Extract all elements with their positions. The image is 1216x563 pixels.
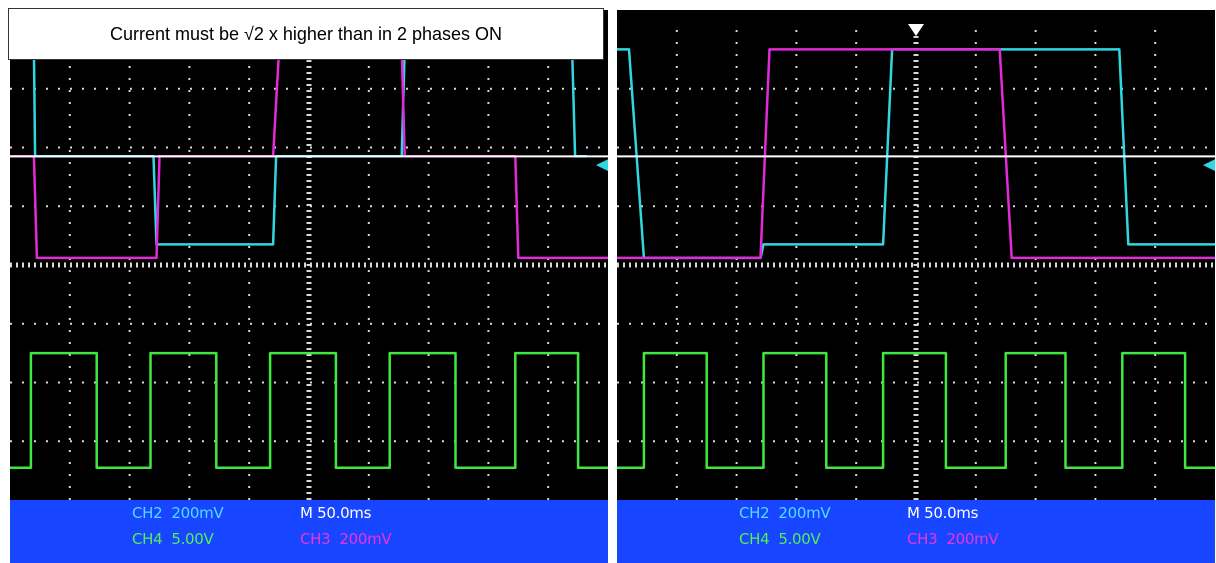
ch3-scale-label: CH3 200mV <box>907 530 999 548</box>
trace-ch3 <box>10 48 608 260</box>
timebase-label: M 50.0ms <box>907 504 979 522</box>
trigger-level-marker <box>596 159 608 171</box>
scope-left-status-bar: CH2 200mV M 50.0ms CH4 5.00V CH3 200mV <box>10 500 608 563</box>
ch2-scale-label: CH2 200mV <box>739 504 831 522</box>
trace-ch3 <box>617 48 1215 260</box>
scope-right-status-bar: CH2 200mV M 50.0ms CH4 5.00V CH3 200mV <box>617 500 1215 563</box>
graticule <box>10 30 608 500</box>
scope-left-screen <box>10 10 608 500</box>
ch4-scale-label: CH4 5.00V <box>739 530 821 548</box>
graticule <box>617 30 1215 500</box>
trace-ch2 <box>617 48 1215 260</box>
ch2-scale-label: CH2 200mV <box>132 504 224 522</box>
ch3-scale-label: CH3 200mV <box>300 530 392 548</box>
scope-right-screen <box>617 10 1215 500</box>
trigger-level-marker <box>1203 159 1215 171</box>
oscilloscope-right: CH2 200mV M 50.0ms CH4 5.00V CH3 200mV <box>617 10 1215 563</box>
trigger-position-marker <box>908 24 924 36</box>
ch4-scale-label: CH4 5.00V <box>132 530 214 548</box>
trace-ch4 <box>10 351 608 469</box>
trace-ch4 <box>617 351 1215 469</box>
caption-box: Current must be √2 x higher than in 2 ph… <box>8 8 604 60</box>
oscilloscope-left: CH2 200mV M 50.0ms CH4 5.00V CH3 200mV <box>10 10 608 563</box>
timebase-label: M 50.0ms <box>300 504 372 522</box>
trace-ch2 <box>10 48 588 246</box>
caption-text: Current must be √2 x higher than in 2 ph… <box>109 23 503 44</box>
